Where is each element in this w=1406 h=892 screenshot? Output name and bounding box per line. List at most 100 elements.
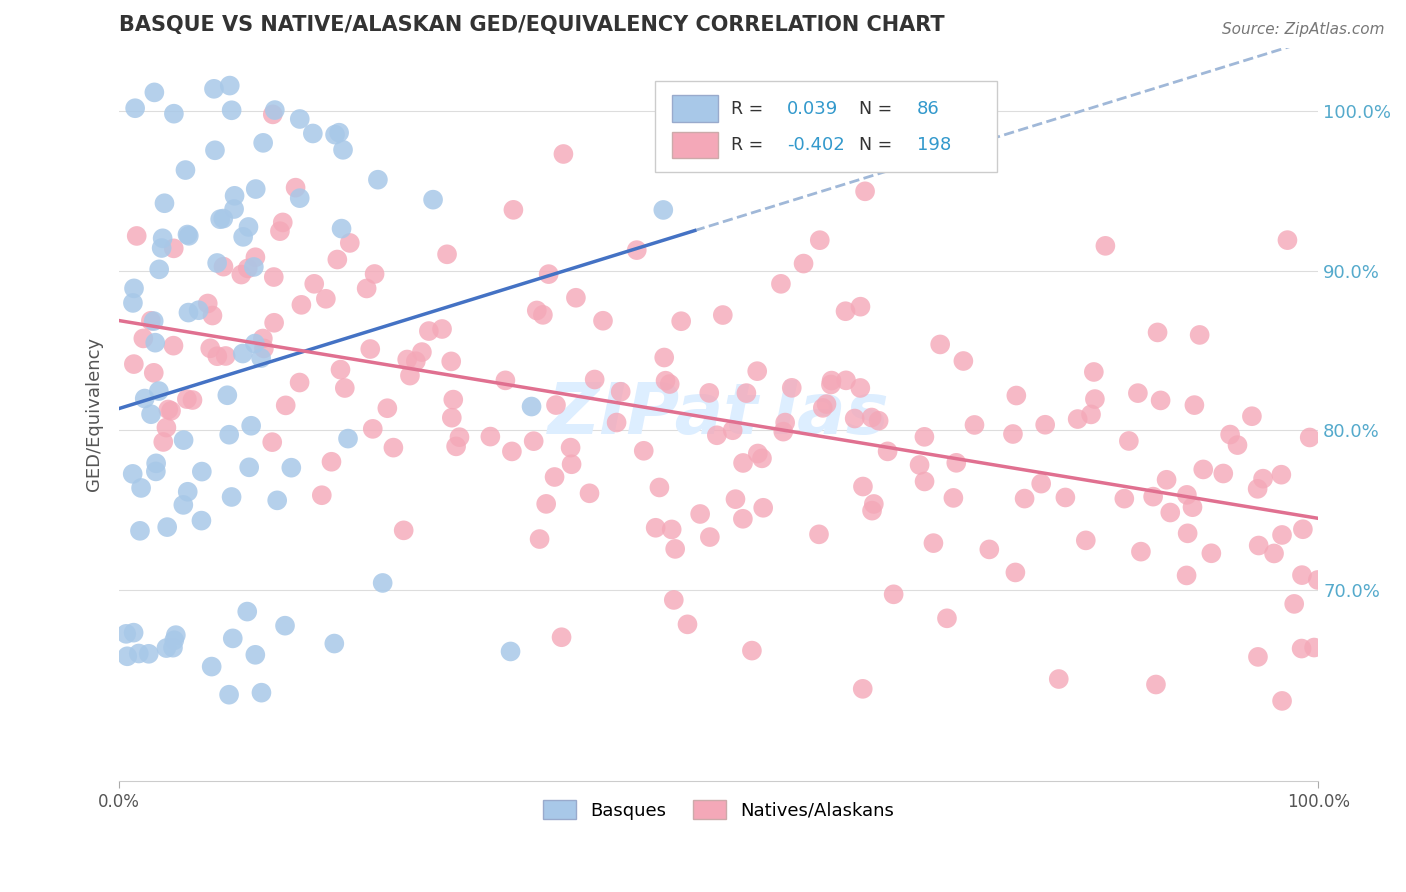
Point bbox=[263, 103, 285, 117]
Point bbox=[652, 202, 675, 217]
Point bbox=[520, 400, 543, 414]
Point bbox=[1094, 239, 1116, 253]
Point bbox=[399, 368, 422, 383]
Point bbox=[565, 291, 588, 305]
Point bbox=[173, 433, 195, 447]
Point bbox=[942, 491, 965, 505]
Point bbox=[494, 373, 516, 387]
Point bbox=[204, 143, 226, 157]
Point bbox=[697, 385, 720, 400]
Point bbox=[751, 451, 773, 466]
Point bbox=[152, 434, 174, 449]
Point bbox=[1246, 482, 1268, 496]
Point bbox=[142, 314, 165, 328]
Point bbox=[747, 364, 769, 378]
Point bbox=[222, 632, 245, 646]
Point bbox=[315, 292, 337, 306]
Point bbox=[815, 397, 838, 411]
Point bbox=[202, 82, 225, 96]
Point bbox=[337, 432, 360, 446]
Point bbox=[658, 377, 681, 392]
Point bbox=[252, 332, 274, 346]
Point bbox=[250, 686, 273, 700]
Point bbox=[221, 103, 243, 118]
Point bbox=[479, 429, 502, 443]
Point bbox=[200, 341, 222, 355]
Point bbox=[288, 112, 311, 126]
Point bbox=[243, 336, 266, 351]
Point bbox=[436, 247, 458, 261]
Point bbox=[243, 260, 266, 274]
Point bbox=[218, 688, 240, 702]
Point bbox=[553, 147, 575, 161]
Point bbox=[143, 335, 166, 350]
Point bbox=[1247, 649, 1270, 664]
Point bbox=[245, 648, 267, 662]
Point bbox=[163, 633, 186, 648]
Point bbox=[121, 467, 143, 481]
Point bbox=[531, 308, 554, 322]
Point bbox=[191, 465, 214, 479]
Point bbox=[138, 647, 160, 661]
Point bbox=[212, 260, 235, 274]
Point bbox=[205, 256, 228, 270]
Point bbox=[550, 630, 572, 644]
Point bbox=[145, 456, 167, 470]
Point bbox=[543, 470, 565, 484]
Point bbox=[148, 262, 170, 277]
Text: 198: 198 bbox=[917, 136, 950, 154]
Point bbox=[1159, 506, 1181, 520]
Point bbox=[747, 446, 769, 460]
Point bbox=[284, 180, 307, 194]
Point bbox=[606, 416, 628, 430]
Point bbox=[835, 373, 858, 387]
Point bbox=[190, 514, 212, 528]
Point bbox=[201, 309, 224, 323]
Point bbox=[224, 189, 246, 203]
Point bbox=[633, 443, 655, 458]
FancyBboxPatch shape bbox=[655, 80, 997, 172]
Point bbox=[269, 224, 291, 238]
Point bbox=[326, 252, 349, 267]
Point bbox=[128, 647, 150, 661]
Point bbox=[411, 345, 433, 359]
Point bbox=[780, 381, 803, 395]
Point bbox=[162, 339, 184, 353]
Point bbox=[238, 460, 260, 475]
Point bbox=[367, 172, 389, 186]
Point bbox=[142, 366, 165, 380]
Point bbox=[583, 372, 606, 386]
Point bbox=[1177, 526, 1199, 541]
Point bbox=[122, 296, 145, 310]
Point bbox=[912, 430, 935, 444]
Point bbox=[1291, 568, 1313, 582]
Point bbox=[139, 314, 162, 328]
Point bbox=[1226, 438, 1249, 452]
Point bbox=[936, 611, 959, 625]
Point bbox=[929, 337, 952, 351]
Point bbox=[648, 480, 671, 494]
Point bbox=[863, 497, 886, 511]
Text: BASQUE VS NATIVE/ALASKAN GED/EQUIVALENCY CORRELATION CHART: BASQUE VS NATIVE/ALASKAN GED/EQUIVALENCY… bbox=[120, 15, 945, 35]
Point bbox=[820, 377, 842, 392]
Point bbox=[288, 191, 311, 205]
Point bbox=[711, 308, 734, 322]
Point bbox=[371, 576, 394, 591]
Point bbox=[1188, 327, 1211, 342]
Point bbox=[274, 398, 297, 412]
Point bbox=[323, 128, 346, 142]
Text: 86: 86 bbox=[917, 100, 939, 118]
Point bbox=[221, 490, 243, 504]
Point bbox=[375, 401, 398, 416]
Point bbox=[165, 628, 187, 642]
Point bbox=[560, 441, 582, 455]
Point bbox=[1201, 546, 1223, 560]
Text: N =: N = bbox=[859, 100, 897, 118]
Point bbox=[271, 215, 294, 229]
Point bbox=[153, 196, 176, 211]
Point bbox=[1247, 539, 1270, 553]
Point bbox=[1146, 326, 1168, 340]
Point bbox=[699, 530, 721, 544]
Point bbox=[1047, 672, 1070, 686]
Point bbox=[544, 398, 567, 412]
